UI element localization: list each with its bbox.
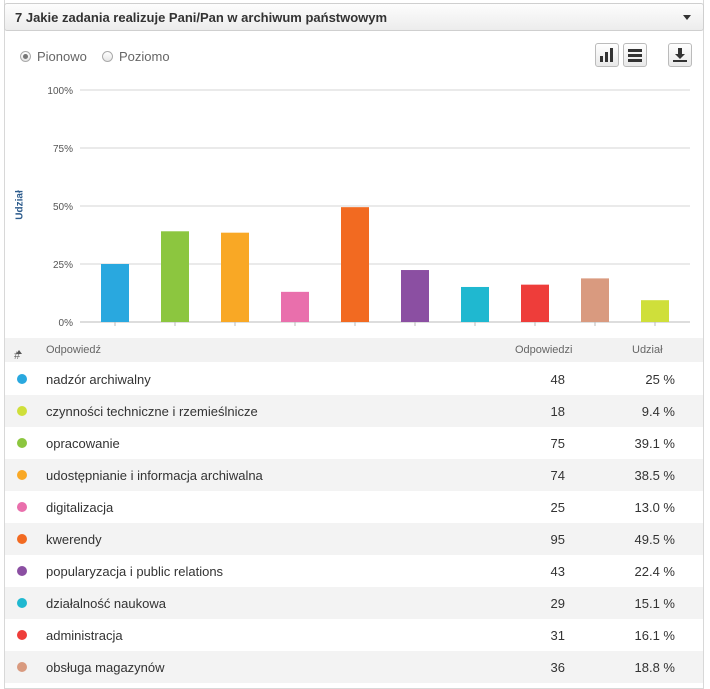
table-header: # Odpowiedź Odpowiedzi Udział <box>5 338 703 362</box>
answer-share: 22.4 % <box>634 564 675 579</box>
question-title: 7 Jakie zadania realizuje Pani/Pan w arc… <box>15 10 388 25</box>
sort-asc-icon[interactable] <box>16 350 22 354</box>
radio-horizontal[interactable]: Poziomo <box>102 49 170 64</box>
table-row: obsługa magazynów 36 18.8 % <box>5 651 703 683</box>
table-row: kwerendy 95 49.5 % <box>5 523 703 555</box>
table-row: administracja 31 16.1 % <box>5 619 703 651</box>
answer-share: 18.8 % <box>634 660 675 675</box>
answer-count: 29 <box>550 596 565 611</box>
answer-share: 9.4 % <box>641 404 675 419</box>
answer-count: 36 <box>550 660 565 675</box>
y-tick-label: 0% <box>59 318 74 329</box>
chart-bar[interactable] <box>521 284 549 322</box>
table-row: digitalizacja 25 13.0 % <box>5 491 703 523</box>
answer-label: nadzór archiwalny <box>46 372 151 387</box>
answer-label: obsługa magazynów <box>46 660 165 675</box>
chart-bar[interactable] <box>341 207 369 322</box>
answer-label: administracja <box>46 628 123 643</box>
answer-label: działalność naukowa <box>46 596 166 611</box>
answer-share: 15.1 % <box>634 596 675 611</box>
radio-horizontal-label: Poziomo <box>119 49 170 64</box>
answer-share: 49.5 % <box>634 532 675 547</box>
answer-count: 48 <box>550 372 565 387</box>
chart-bar[interactable] <box>461 286 489 322</box>
count-header: Odpowiedzi <box>515 344 573 356</box>
answer-count: 74 <box>550 468 565 483</box>
table-view-button[interactable] <box>623 43 647 67</box>
radio-selected-icon[interactable] <box>20 51 31 62</box>
color-dot-icon <box>17 374 27 384</box>
answer-label: udostępnianie i informacja archiwalna <box>46 468 263 483</box>
y-tick-label: 100% <box>47 86 73 97</box>
radio-vertical[interactable]: Pionowo <box>20 49 87 64</box>
chart-bar[interactable] <box>281 291 309 322</box>
y-tick-label: 75% <box>53 144 73 155</box>
color-dot-icon <box>17 470 27 480</box>
chart-bar[interactable] <box>221 232 249 322</box>
answer-count: 18 <box>550 404 565 419</box>
chart-bar[interactable] <box>401 270 429 322</box>
table-row: czynności techniczne i rzemieślnicze 18 9.… <box>5 395 703 427</box>
chart-bar[interactable] <box>161 231 189 322</box>
table-icon <box>628 49 642 62</box>
answer-share: 25 % <box>645 372 675 387</box>
answer-count: 43 <box>550 564 565 579</box>
radio-vertical-label: Pionowo <box>37 49 87 64</box>
answer-label: opracowanie <box>46 436 120 451</box>
chart-bar[interactable] <box>641 300 669 322</box>
answer-share: 38.5 % <box>634 468 675 483</box>
answer-label: popularyzacja i public relations <box>46 564 224 579</box>
table-row: działalność naukowa 29 15.1 % <box>5 587 703 619</box>
answer-label: kwerendy <box>46 532 102 547</box>
answer-count: 31 <box>550 628 565 643</box>
table-row: nadzór archiwalny 48 25 % <box>5 363 703 395</box>
answer-count: 95 <box>550 532 565 547</box>
radio-unselected-icon[interactable] <box>102 51 113 62</box>
answer-header: Odpowiedź <box>46 344 102 356</box>
color-dot-icon <box>17 438 27 448</box>
bar-chart-icon <box>600 48 613 62</box>
answer-label: digitalizacja <box>46 500 114 515</box>
answer-share: 13.0 % <box>634 500 675 515</box>
color-dot-icon <box>17 566 27 576</box>
chart-bar[interactable] <box>101 264 129 322</box>
color-dot-icon <box>17 406 27 416</box>
answer-label: czynności techniczne i rzemieślnicze <box>46 404 258 419</box>
table-row: udostępnianie i informacja archiwalna 74 3… <box>5 459 703 491</box>
share-header: Udział <box>632 344 663 356</box>
color-dot-icon <box>17 598 27 608</box>
color-dot-icon <box>17 502 27 512</box>
answer-share: 16.1 % <box>634 628 675 643</box>
chevron-down-icon[interactable] <box>683 15 691 20</box>
chart-bar[interactable] <box>581 278 609 322</box>
question-selector[interactable]: 7 Jakie zadania realizuje Pani/Pan w arc… <box>4 3 704 31</box>
answer-count: 25 <box>550 500 565 515</box>
download-button[interactable] <box>668 43 692 67</box>
color-dot-icon <box>17 534 27 544</box>
bar-chart-button[interactable] <box>595 43 619 67</box>
answer-share: 39.1 % <box>634 436 675 451</box>
y-tick-label: 25% <box>53 260 73 271</box>
download-icon <box>673 48 687 62</box>
table-row: opracowanie 75 39.1 % <box>5 427 703 459</box>
answer-count: 75 <box>550 436 565 451</box>
color-dot-icon <box>17 630 27 640</box>
table-row: popularyzacja i public relations 43 22.4 % <box>5 555 703 587</box>
bar-chart: 0% 25% 50% 75% 100% <box>47 86 690 329</box>
y-tick-label: 50% <box>53 202 73 213</box>
color-dot-icon <box>17 662 27 672</box>
